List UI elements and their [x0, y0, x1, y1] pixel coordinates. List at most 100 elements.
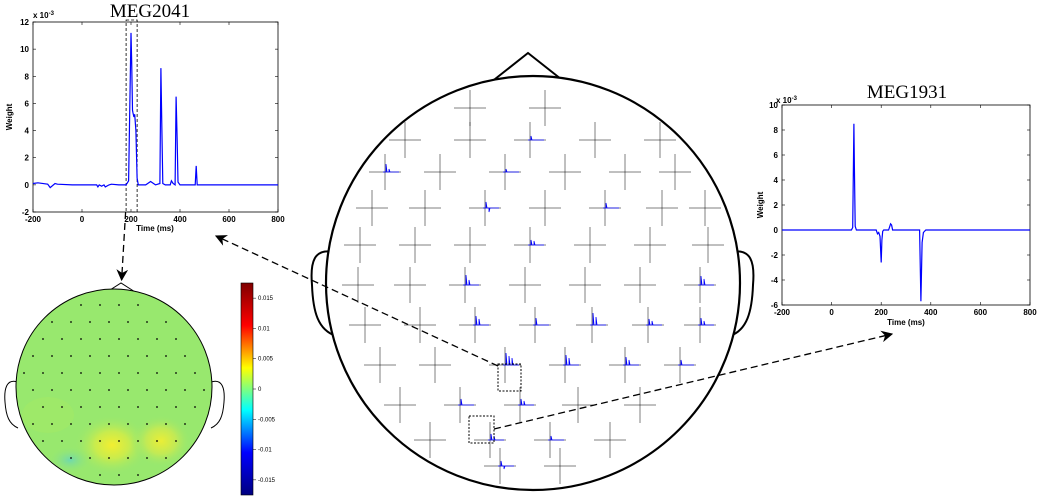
sensor-dot — [156, 372, 158, 374]
sensor-glyph — [484, 448, 516, 484]
sensor-dot — [175, 406, 177, 408]
sensor-glyph — [404, 307, 436, 343]
sensor-dot — [165, 321, 167, 323]
sensor-glyph — [529, 90, 561, 126]
chart-title: MEG1931 — [867, 82, 947, 103]
sensor-dot — [99, 304, 101, 306]
left-ear-outline — [4, 380, 19, 429]
sensor-glyph — [579, 122, 611, 158]
y-axis-label: Weight — [5, 103, 14, 130]
sensor-glyph — [684, 267, 716, 303]
sensor-dot — [184, 355, 186, 357]
sensor-dot — [146, 423, 148, 425]
sensor-glyph — [504, 387, 536, 423]
head-outline — [324, 74, 742, 492]
sensor-glyph — [389, 122, 421, 158]
sensor-dot — [89, 423, 91, 425]
y-tick-label: 4 — [774, 176, 779, 185]
x-axis-label: Time (ms) — [136, 224, 174, 233]
sensor-glyph — [534, 422, 566, 458]
x-tick-label: 200 — [124, 215, 138, 224]
colorbar-tick-label: -0.01 — [258, 448, 272, 454]
y-tick-label: 12 — [20, 18, 29, 27]
x-tick-labels: -200 0 200 400 600 800 — [774, 308, 1037, 317]
sensor-glyph — [424, 154, 456, 190]
sensor-dot — [51, 423, 53, 425]
sensor-dot — [70, 457, 72, 459]
sensor-glyphs — [342, 90, 724, 484]
hotspot-right — [131, 415, 191, 467]
sensor-glyph — [634, 227, 666, 263]
sensor-glyph — [469, 190, 501, 226]
x-axis-label: Time (ms) — [887, 318, 925, 327]
sensor-glyph — [544, 448, 576, 484]
sensor-dot — [184, 423, 186, 425]
x-tick-label: 0 — [829, 308, 834, 317]
axis-ticks — [781, 104, 1031, 306]
colorbar-tick-label: 0.015 — [258, 296, 274, 302]
sensor-dot — [61, 406, 63, 408]
sensor-dot — [80, 372, 82, 374]
sensor-glyph — [549, 154, 581, 190]
y-tick-label: 8 — [25, 72, 30, 81]
sensor-dot — [70, 389, 72, 391]
hotspot-cool — [48, 446, 92, 474]
sensor-glyph — [574, 227, 606, 263]
topo-outline — [15, 288, 213, 486]
sensor-glyph — [449, 267, 481, 303]
x-tick-label: 400 — [173, 215, 187, 224]
sensor-dot — [165, 355, 167, 357]
sensor-glyph — [419, 347, 451, 383]
sensor-dot — [99, 440, 101, 442]
colorbar-tick-label: -0.005 — [258, 417, 276, 423]
sensor-dot — [80, 338, 82, 340]
x-tick-label: -200 — [774, 308, 791, 317]
sensor-glyph — [684, 307, 716, 343]
sensor-glyph — [454, 227, 486, 263]
sensor-dot — [80, 406, 82, 408]
x-tick-label: 600 — [222, 215, 236, 224]
x-tick-label: 0 — [80, 215, 85, 224]
sensor-glyph — [399, 227, 431, 263]
sensor-dot — [99, 338, 101, 340]
sensor-glyph — [576, 307, 608, 343]
y-tick-label: -2 — [22, 208, 30, 217]
sensor-glyph — [356, 190, 388, 226]
sensor-glyph — [344, 227, 376, 263]
y-axis-label: Weight — [756, 191, 765, 218]
sensor-dot — [32, 355, 34, 357]
sensor-dot — [118, 474, 120, 476]
sensor-dot — [32, 389, 34, 391]
sensor-dot — [80, 304, 82, 306]
sensor-dot — [51, 355, 53, 357]
sensor-dot — [80, 440, 82, 442]
sensor-dot — [42, 440, 44, 442]
sensor-dot — [61, 372, 63, 374]
y-tick-labels: -2 0 2 4 6 8 10 12 — [20, 18, 29, 217]
sensor-glyph — [489, 154, 521, 190]
sensor-dot — [118, 406, 120, 408]
sensor-dot — [99, 474, 101, 476]
sensor-dot — [127, 423, 129, 425]
sensor-glyph — [692, 227, 724, 263]
arrows — [116, 211, 894, 430]
sensor-glyph — [454, 122, 486, 158]
sensor-dot — [51, 321, 53, 323]
sensor-glyph — [609, 154, 641, 190]
sensor-dot — [165, 389, 167, 391]
sensor-dot — [146, 457, 148, 459]
sensor-dot — [32, 423, 34, 425]
sensor-glyph — [349, 307, 381, 343]
right-ear-outline — [210, 380, 225, 429]
y-tick-label: 0 — [25, 181, 30, 190]
sensor-dot — [89, 389, 91, 391]
topographic-map — [4, 282, 225, 486]
sensor-glyph — [519, 307, 551, 343]
topo-sensor-dots — [23, 304, 205, 476]
sensor-dot — [108, 389, 110, 391]
sensor-box-meg1931 — [468, 415, 495, 444]
sensor-glyph — [474, 422, 506, 458]
sensor-glyph — [562, 387, 594, 423]
y-tick-label: -4 — [771, 276, 779, 285]
sensor-glyph — [644, 122, 676, 158]
